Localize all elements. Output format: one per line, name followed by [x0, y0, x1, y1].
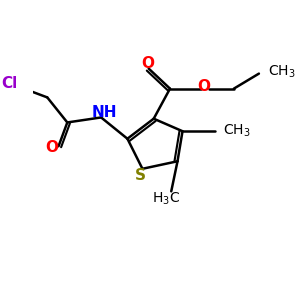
- Text: NH: NH: [92, 105, 117, 120]
- Text: CH$_3$: CH$_3$: [223, 123, 251, 140]
- Text: Cl: Cl: [2, 76, 18, 91]
- Text: O: O: [45, 140, 58, 155]
- Text: O: O: [141, 56, 154, 70]
- Text: H$_3$C: H$_3$C: [152, 190, 181, 206]
- Text: O: O: [197, 79, 210, 94]
- Text: S: S: [135, 168, 146, 183]
- Text: CH$_3$: CH$_3$: [268, 63, 295, 80]
